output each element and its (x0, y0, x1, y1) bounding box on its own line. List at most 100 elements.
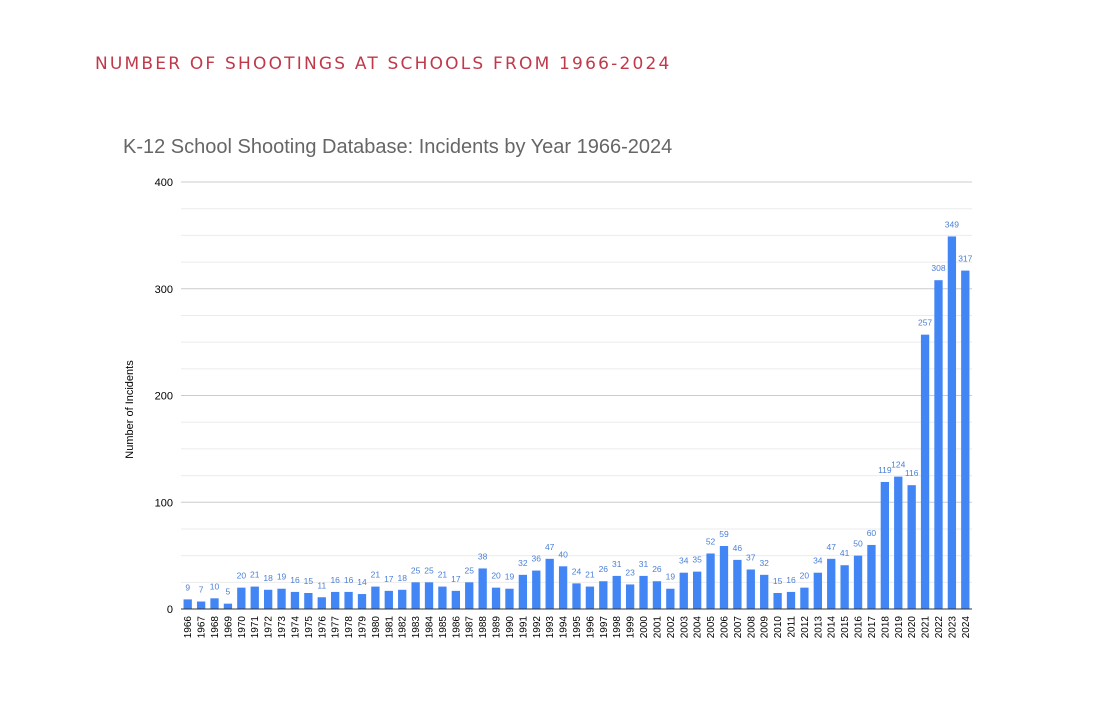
bar (237, 587, 246, 609)
x-tick-label: 1995 (572, 616, 583, 639)
data-label: 31 (639, 559, 649, 569)
y-tick-label: 400 (155, 177, 173, 189)
x-tick-label: 1978 (344, 616, 355, 639)
x-tick-label: 1972 (264, 616, 275, 639)
bar (411, 582, 420, 609)
data-label: 35 (692, 555, 702, 565)
x-tick-label: 1990 (505, 616, 516, 639)
data-label: 20 (491, 571, 501, 581)
bar (572, 583, 581, 609)
gridlines (181, 181, 972, 583)
x-tick-label: 1977 (331, 616, 342, 639)
x-tick-label: 1984 (425, 616, 436, 639)
data-label: 7 (199, 585, 204, 595)
bars (183, 236, 970, 609)
data-label: 50 (853, 539, 863, 549)
bar (424, 582, 434, 609)
data-label: 26 (599, 564, 609, 574)
bar (183, 599, 192, 609)
bar (920, 334, 930, 609)
x-tick-label: 2007 (733, 616, 744, 639)
bar (317, 597, 326, 609)
bar (760, 574, 769, 609)
x-tick-label: 1985 (438, 616, 449, 639)
data-label: 15 (773, 576, 783, 586)
data-label: 5 (226, 587, 231, 597)
x-tick-label: 2024 (961, 616, 972, 639)
x-tick-label: 1993 (545, 616, 556, 639)
data-label: 32 (759, 558, 769, 568)
x-tick-label: 2002 (666, 616, 677, 639)
x-tick-label: 1967 (197, 616, 208, 639)
bar (384, 590, 393, 609)
bar (840, 565, 849, 609)
x-tick-label: 2003 (679, 616, 690, 639)
bar (357, 594, 367, 609)
bar (827, 558, 836, 609)
data-label: 32 (518, 558, 528, 568)
bar (666, 588, 675, 609)
data-label: 19 (505, 572, 515, 582)
x-tick-label: 2001 (652, 616, 663, 639)
data-label: 21 (250, 570, 260, 580)
data-label: 116 (905, 468, 919, 478)
data-label: 18 (263, 573, 273, 583)
data-label: 20 (800, 571, 810, 581)
data-label: 308 (931, 263, 945, 273)
data-label: 59 (719, 529, 729, 539)
data-label: 25 (411, 565, 421, 575)
bar (545, 558, 554, 609)
x-tick-label: 2004 (693, 616, 704, 639)
chart-title: K-12 School Shooting Database: Incidents… (123, 136, 673, 158)
bar (894, 476, 903, 609)
x-tick-label: 1991 (518, 616, 529, 639)
bar (625, 584, 635, 609)
bar (853, 555, 863, 609)
x-tick-label: 1974 (290, 616, 301, 639)
x-tick-label: 1971 (250, 616, 261, 639)
x-tick-label: 1996 (585, 616, 596, 639)
x-tick-label: 1992 (532, 616, 543, 639)
x-tick-label: 2015 (840, 616, 851, 639)
x-tick-label: 1973 (277, 616, 288, 639)
bar (398, 589, 407, 609)
bar (532, 570, 541, 609)
data-label: 25 (465, 565, 475, 575)
x-tick-label: 2014 (827, 616, 838, 639)
data-label: 16 (290, 575, 300, 585)
x-tick-label: 1987 (465, 616, 476, 639)
data-label: 31 (612, 559, 622, 569)
data-label: 119 (878, 465, 892, 475)
data-label: 14 (357, 577, 367, 587)
bar (934, 280, 943, 609)
bar (196, 601, 206, 609)
bar (786, 591, 796, 609)
x-tick-label: 2013 (813, 616, 824, 639)
x-tick-label: 2009 (760, 616, 771, 639)
x-tick-label: 2011 (787, 616, 798, 638)
bar (505, 588, 514, 609)
bar (719, 546, 729, 609)
bar (746, 569, 755, 609)
data-label: 24 (572, 566, 582, 576)
bar (867, 544, 876, 609)
data-label: 36 (532, 554, 542, 564)
x-tick-label: 1999 (626, 616, 637, 639)
bar (518, 574, 528, 609)
x-tick-label: 2016 (854, 616, 865, 639)
data-label: 11 (317, 580, 326, 590)
bar (250, 586, 259, 609)
data-label: 317 (958, 254, 972, 264)
data-label: 34 (679, 556, 689, 566)
x-axis-ticks: 1966 1967 1968 1969 1970 1971 1972 1973 1974 1975… (183, 616, 972, 639)
x-tick-label: 2006 (719, 616, 730, 639)
bar (304, 592, 313, 609)
data-label: 26 (652, 564, 662, 574)
y-axis-ticks: 0 100 200 300 400 (155, 177, 173, 616)
x-tick-label: 1968 (210, 616, 221, 639)
data-label: 16 (330, 575, 340, 585)
data-label: 21 (371, 570, 381, 580)
bar (800, 587, 809, 609)
bar (585, 586, 595, 609)
